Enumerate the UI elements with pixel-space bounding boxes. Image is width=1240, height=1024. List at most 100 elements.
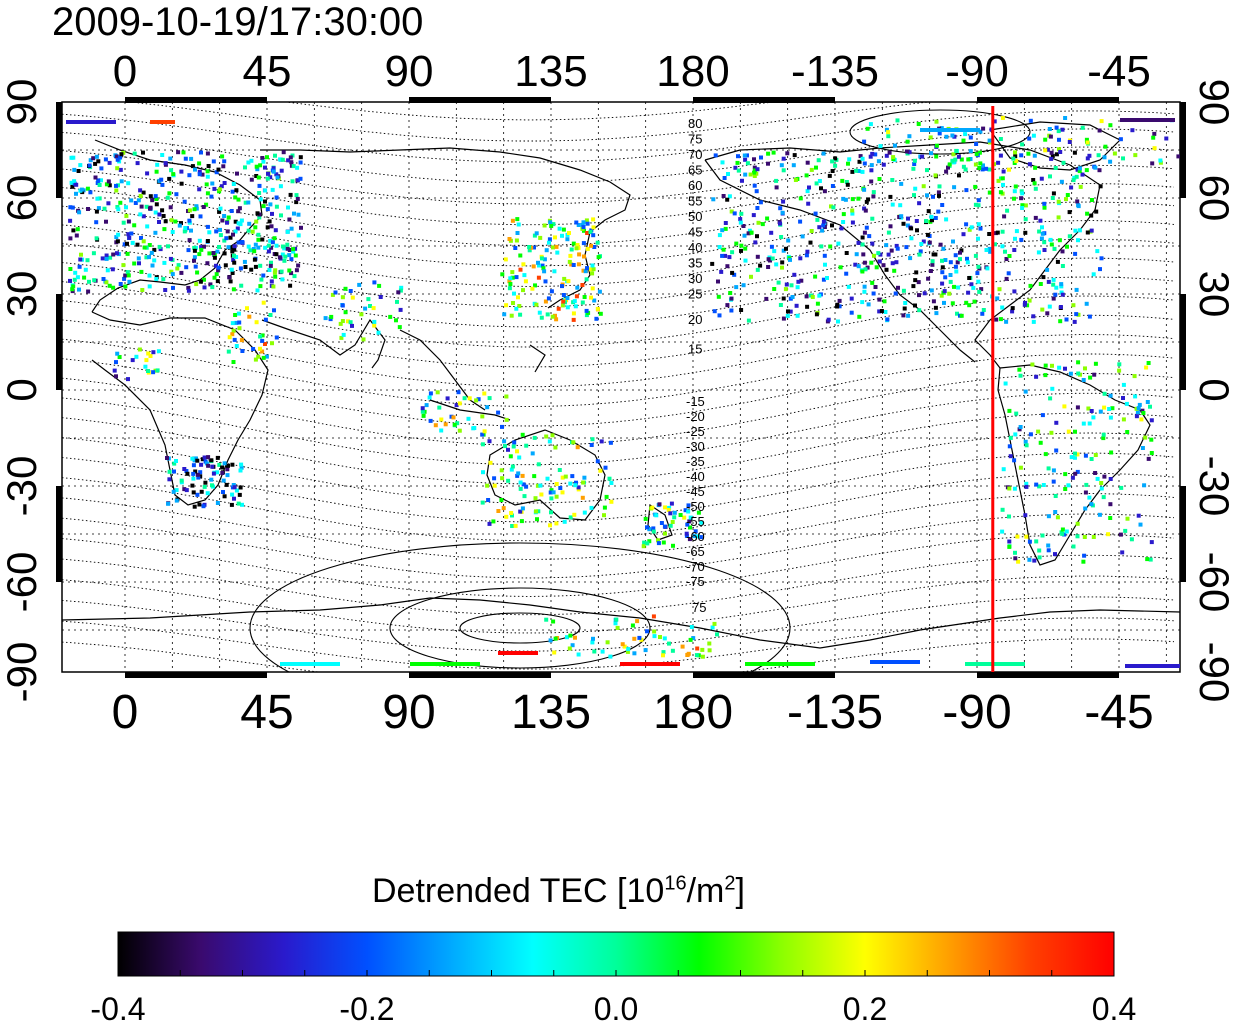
- tec-point: [936, 190, 941, 195]
- tec-point: [582, 295, 587, 299]
- tec-point: [740, 178, 744, 183]
- tec-point: [668, 511, 673, 516]
- tec-point: [869, 179, 874, 184]
- tec-point: [1049, 156, 1054, 161]
- tec-point: [730, 270, 735, 275]
- contour-label-north: 40: [688, 240, 702, 255]
- tec-point: [909, 226, 914, 231]
- tec-point: [141, 190, 146, 195]
- tec-point: [184, 488, 189, 493]
- tec-point: [233, 313, 238, 317]
- tec-point: [716, 279, 720, 284]
- tec-point: [591, 225, 596, 230]
- tec-point: [107, 183, 112, 188]
- tec-point: [368, 304, 372, 308]
- tec-point: [920, 154, 925, 159]
- tec-point: [437, 405, 442, 410]
- tec-point: [562, 519, 567, 524]
- tec-point: [515, 217, 520, 222]
- tec-point: [132, 261, 137, 266]
- tec-point: [1094, 209, 1099, 214]
- tec-point: [129, 198, 134, 203]
- tec-point: [132, 223, 137, 228]
- tec-point: [925, 232, 930, 237]
- tec-point: [191, 490, 196, 495]
- tec-point: [723, 253, 728, 258]
- tec-point: [190, 456, 195, 461]
- tec-point: [668, 523, 673, 528]
- tec-point: [295, 165, 300, 170]
- tec-point: [661, 650, 666, 655]
- tec-point: [543, 299, 548, 304]
- tec-point: [907, 150, 912, 155]
- tec-point: [666, 508, 671, 512]
- tec-point: [265, 207, 270, 212]
- tec-point: [166, 244, 170, 249]
- tec-point: [615, 625, 620, 630]
- tec-point: [753, 240, 758, 245]
- tec-point: [715, 632, 719, 637]
- tec-point: [1081, 559, 1086, 564]
- tec-point: [804, 253, 809, 258]
- tec-point: [927, 240, 932, 245]
- tec-point: [394, 318, 398, 323]
- tec-point: [291, 164, 296, 169]
- tec-point: [798, 196, 803, 201]
- tec-point: [492, 476, 497, 481]
- tec-point: [570, 643, 575, 648]
- tec-point: [864, 199, 869, 204]
- tec-point: [234, 255, 239, 259]
- tec-point: [68, 278, 72, 283]
- tec-point: [91, 251, 96, 256]
- tec-point: [537, 263, 541, 268]
- tec-point: [1102, 405, 1107, 410]
- tec-point: [275, 175, 280, 180]
- tec-point: [1145, 400, 1150, 404]
- tec-point: [976, 222, 981, 227]
- tec-point: [83, 267, 88, 272]
- contour-line: [62, 617, 1175, 670]
- tec-point: [260, 156, 265, 160]
- tec-point: [1027, 136, 1032, 141]
- tec-point: [1002, 214, 1007, 219]
- tec-point: [736, 168, 741, 173]
- tec-point: [73, 270, 78, 275]
- tec-point: [707, 648, 712, 653]
- tec-point: [1023, 439, 1028, 444]
- tec-point: [1047, 304, 1052, 309]
- tec-point: [742, 233, 747, 238]
- tec-point: [283, 254, 288, 259]
- tec-point: [251, 347, 256, 351]
- tec-point: [240, 240, 245, 244]
- contour-labels: 8075706560555045403530252015-15-20-25-30…: [686, 116, 706, 615]
- colorbar-tick-label: 0.4: [1092, 991, 1136, 1024]
- tec-point: [1038, 218, 1043, 223]
- tec-point: [825, 276, 829, 280]
- tec-point: [269, 260, 273, 265]
- tec-point: [862, 260, 867, 265]
- tec-point: [231, 182, 236, 186]
- tec-point: [901, 221, 906, 226]
- tec-point: [608, 654, 613, 659]
- tec-point: [500, 272, 505, 277]
- tec-point: [1089, 228, 1094, 233]
- tec-point: [662, 636, 667, 641]
- tec-point: [1012, 248, 1017, 252]
- tec-point: [1065, 244, 1069, 249]
- tec-point: [517, 304, 522, 308]
- tec-point: [268, 238, 273, 243]
- y-tick-left: -30: [0, 456, 45, 517]
- tec-point: [558, 486, 563, 490]
- tec-point: [921, 239, 926, 244]
- tec-point: [560, 284, 564, 289]
- tec-point: [998, 317, 1003, 322]
- tec-point: [533, 283, 537, 288]
- tec-point: [147, 255, 151, 260]
- tec-point: [952, 284, 956, 289]
- tec-point: [580, 300, 585, 305]
- tec-point: [1078, 184, 1083, 189]
- tec-point: [214, 229, 219, 234]
- x-tick-bottom: 45: [240, 686, 293, 739]
- tec-point: [155, 368, 160, 373]
- tec-point: [570, 474, 575, 479]
